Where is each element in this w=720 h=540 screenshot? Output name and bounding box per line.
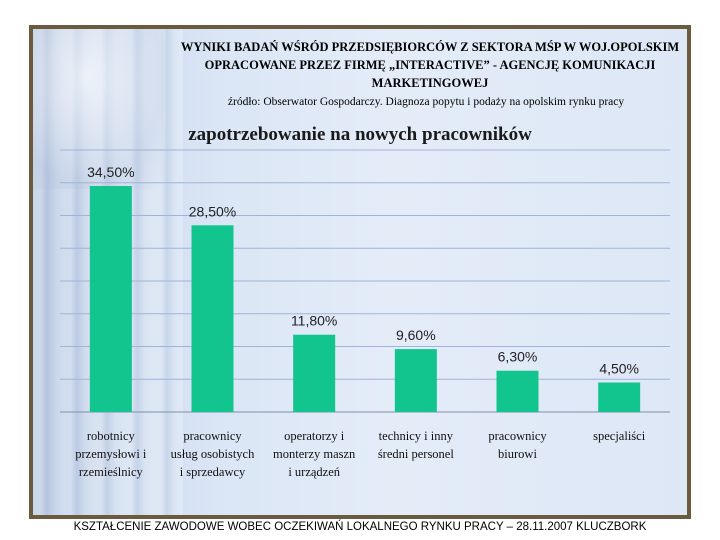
category-label: usług osobistych: [171, 447, 255, 461]
data-label: 6,30%: [498, 349, 538, 365]
footer-text: KSZTAŁCENIE ZAWODOWE WOBEC OCZEKIWAŃ LOK…: [73, 521, 647, 533]
category-label: pracownicy: [183, 429, 242, 443]
bar: [89, 186, 132, 412]
category-label: monterzy maszn: [273, 447, 356, 461]
source-note: źródło: Obserwator Gospodarczy. Diagnoza…: [227, 96, 625, 108]
data-label: 34,50%: [87, 164, 134, 180]
category-label: technicy i inny: [379, 429, 454, 443]
bar: [191, 225, 234, 412]
category-label: średni personel: [378, 447, 455, 461]
category-label: operatorzy i: [284, 429, 345, 443]
data-label: 9,60%: [396, 327, 436, 343]
category-label: i urządzeń: [288, 465, 340, 479]
data-label: 4,50%: [599, 361, 639, 377]
category-label: biurowi: [498, 447, 537, 461]
category-label: pracownicy: [488, 429, 547, 443]
bar: [293, 334, 336, 412]
bar: [598, 382, 641, 412]
bar: [394, 349, 437, 412]
slide-background: [33, 29, 687, 515]
decorative-capital: [33, 29, 163, 189]
category-label: i sprzedawcy: [180, 465, 246, 479]
category-label: robotnicy: [87, 429, 136, 443]
category-label: specjaliści: [593, 429, 646, 443]
chart-title: zapotrzebowanie na nowych pracowników: [188, 124, 532, 145]
bar: [496, 370, 539, 412]
category-label: przemysłowi i: [75, 447, 147, 461]
category-label: rzemieślnicy: [79, 465, 144, 479]
data-label: 28,50%: [189, 203, 236, 219]
data-label: 11,80%: [291, 313, 337, 329]
slide-title: WYNIKI BADAŃ WŚRÓD PRZEDSIĘBIORCÓW Z SEK…: [180, 40, 680, 90]
